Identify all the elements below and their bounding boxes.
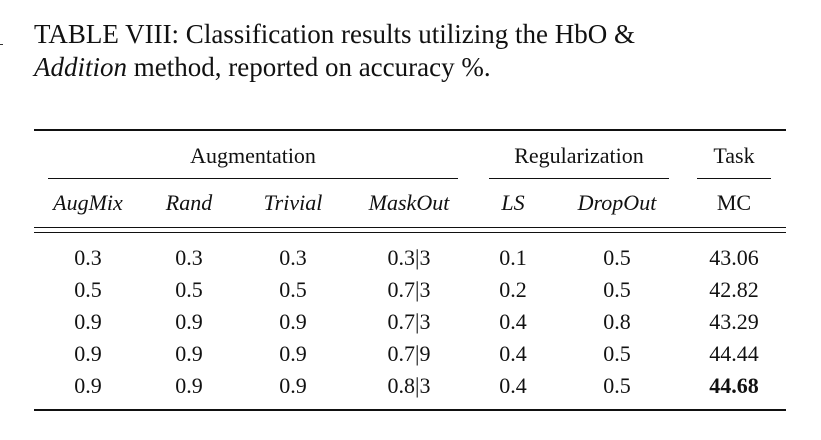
stray-mark	[0, 44, 3, 45]
cell-rand: 0.3	[175, 245, 203, 270]
regularization-group-rule	[489, 178, 669, 179]
cell-augmix: 0.9	[74, 309, 102, 334]
group-header-task: Task	[713, 143, 755, 168]
table-top-rule	[34, 129, 786, 131]
cell-augmix: 0.5	[74, 277, 102, 302]
cell-ls: 0.1	[499, 245, 527, 270]
column-header-augmix: AugMix	[53, 190, 123, 215]
cell-trivial: 0.3	[279, 245, 307, 270]
cell-mc: 43.06	[709, 245, 759, 270]
cell-augmix: 0.3	[74, 245, 102, 270]
cell-dropout: 0.5	[603, 341, 631, 366]
cell-maskout: 0.7|9	[387, 341, 431, 366]
cell-ls: 0.4	[499, 341, 527, 366]
cell-maskout: 0.7|3	[387, 277, 431, 302]
cell-maskout: 0.3|3	[387, 245, 431, 270]
cell-mc: 44.44	[709, 341, 759, 366]
cell-mc: 42.82	[709, 277, 759, 302]
column-header-ls: LS	[501, 190, 525, 215]
table-bottom-rule	[34, 409, 786, 411]
cell-mc: 44.68	[709, 373, 759, 398]
column-header-maskout: MaskOut	[368, 190, 450, 215]
group-header-augmentation: Augmentation	[190, 143, 316, 168]
cell-dropout: 0.5	[603, 277, 631, 302]
table-caption: TABLE VIII: Classification results utili…	[34, 18, 786, 84]
cell-ls: 0.4	[499, 309, 527, 334]
cell-rand: 0.9	[175, 341, 203, 366]
column-header-dropout: DropOut	[577, 190, 657, 215]
augmentation-group-rule	[48, 178, 458, 179]
cell-augmix: 0.9	[74, 373, 102, 398]
cell-trivial: 0.9	[279, 309, 307, 334]
column-header-rand: Rand	[165, 190, 213, 215]
cell-dropout: 0.5	[603, 373, 631, 398]
cell-dropout: 0.8	[603, 309, 631, 334]
caption-rest: method, reported on accuracy %.	[127, 52, 491, 82]
group-header-regularization: Regularization	[514, 143, 644, 168]
cell-rand: 0.9	[175, 373, 203, 398]
task-group-rule	[697, 178, 771, 179]
caption-label: TABLE VIII: Classification results utili…	[34, 19, 636, 49]
header-double-rule-lower	[34, 232, 786, 233]
cell-maskout: 0.8|3	[387, 373, 431, 398]
header-double-rule-upper	[34, 227, 786, 228]
cell-trivial: 0.5	[279, 277, 307, 302]
column-header-trivial: Trivial	[263, 190, 323, 215]
cell-maskout: 0.7|3	[387, 309, 431, 334]
cell-rand: 0.5	[175, 277, 203, 302]
cell-dropout: 0.5	[603, 245, 631, 270]
cell-ls: 0.2	[499, 277, 527, 302]
cell-trivial: 0.9	[279, 341, 307, 366]
cell-trivial: 0.9	[279, 373, 307, 398]
caption-italic-word: Addition	[34, 52, 127, 82]
cell-mc: 43.29	[709, 309, 759, 334]
cell-ls: 0.4	[499, 373, 527, 398]
cell-rand: 0.9	[175, 309, 203, 334]
cell-augmix: 0.9	[74, 341, 102, 366]
column-header-mc: MC	[716, 190, 752, 215]
